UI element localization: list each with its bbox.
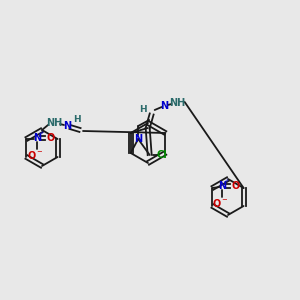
Text: NH: NH bbox=[46, 118, 62, 128]
Text: $^+$: $^+$ bbox=[223, 179, 230, 185]
Text: O: O bbox=[231, 181, 239, 191]
Text: N: N bbox=[134, 134, 142, 144]
Text: H: H bbox=[139, 104, 146, 113]
Text: N: N bbox=[160, 101, 169, 111]
Text: Cl: Cl bbox=[156, 150, 167, 160]
Text: H: H bbox=[73, 115, 81, 124]
Text: N: N bbox=[218, 181, 226, 191]
Text: O: O bbox=[46, 133, 55, 143]
Text: O$^-$: O$^-$ bbox=[27, 149, 44, 161]
Text: NH: NH bbox=[169, 98, 186, 108]
Text: $^+$: $^+$ bbox=[38, 131, 45, 137]
Text: N: N bbox=[63, 121, 71, 131]
Text: N: N bbox=[33, 133, 41, 143]
Text: O$^-$: O$^-$ bbox=[212, 197, 229, 209]
